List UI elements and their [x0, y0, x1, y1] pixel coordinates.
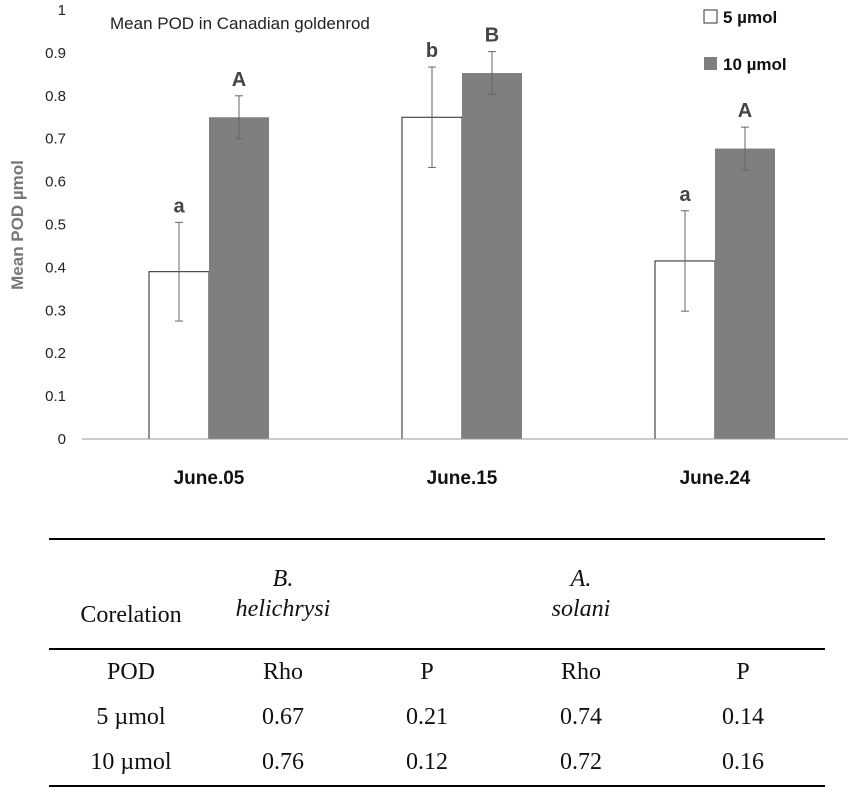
y-tick-label: 0.6 [45, 174, 66, 191]
table-cell: 0.14 [722, 704, 764, 730]
table-header-corelation: Corelation [80, 602, 182, 628]
species-name-helichrysi: helichrysi [235, 596, 331, 622]
table-cell: 0.21 [406, 704, 448, 730]
legend-swatch-5umol [703, 9, 718, 24]
table-subheader-row: POD Rho P Rho P [49, 649, 825, 695]
chart-title: Mean POD in Canadian goldenrod [110, 14, 370, 33]
bar-10umol-june05 [209, 117, 269, 439]
table-header-a-solani: A. solani [501, 539, 661, 649]
y-tick-label: 0.5 [45, 217, 66, 234]
table-cell: 0.16 [722, 749, 764, 775]
table-cell: 0.76 [262, 749, 304, 775]
legend-label-5umol: 5 µmol [723, 8, 777, 27]
table-row: 5 µmol 0.67 0.21 0.74 0.14 [49, 695, 825, 740]
y-tick-label: 0.7 [45, 131, 66, 148]
y-tick-label: 0.9 [45, 45, 66, 62]
y-tick-label: 0.8 [45, 88, 66, 105]
species-genus-b: B. [272, 566, 294, 592]
y-tick-label: 1 [58, 2, 66, 19]
table-cell: 10 µmol [90, 749, 172, 775]
legend-swatch-10umol [704, 57, 717, 70]
table-cell: P [420, 659, 434, 685]
table-row: 10 µmol 0.76 0.12 0.72 0.16 [49, 740, 825, 786]
y-tick-label: 0.1 [45, 388, 66, 405]
y-axis-label: Mean POD µmol [8, 160, 27, 290]
x-category-label: June.15 [427, 468, 498, 489]
table-cell: 0.67 [262, 704, 304, 730]
table-cell: 5 µmol [96, 704, 166, 730]
significance-letter: B [485, 25, 499, 47]
table-cell: 0.72 [560, 749, 602, 775]
significance-letter: b [426, 40, 438, 62]
x-category-label: June.24 [680, 468, 751, 489]
species-genus-a: A. [570, 566, 592, 592]
species-name-solani: solani [551, 596, 611, 622]
significance-letter: A [232, 69, 246, 91]
table-header-b-helichrysi: B. helichrysi [213, 539, 353, 649]
significance-letter: a [679, 184, 691, 206]
legend-label-10umol: 10 µmol [723, 55, 787, 74]
y-tick-label: 0.2 [45, 345, 66, 362]
table-cell: 0.74 [560, 704, 602, 730]
table-cell: Rho [262, 659, 303, 685]
table-cell: POD [106, 659, 155, 685]
table-header-row: Corelation B. helichrysi A. solani [49, 539, 825, 649]
legend: 5 µmol 10 µmol [703, 8, 787, 74]
table-cell: P [736, 659, 750, 685]
bar-10umol-june15 [462, 73, 522, 440]
table-cell: Rho [560, 659, 601, 685]
table-cell: 0.12 [406, 749, 448, 775]
y-tick-label: 0.4 [45, 259, 66, 276]
bar-10umol-june24 [715, 148, 775, 439]
correlation-table: Corelation B. helichrysi A. solani POD Rho… [49, 538, 825, 787]
significance-letter: A [738, 100, 752, 122]
significance-letter: a [173, 195, 185, 217]
bar-chart: Mean POD in Canadian goldenrod Mean POD … [8, 2, 848, 489]
x-category-label: June.05 [174, 468, 245, 489]
y-tick-label: 0.3 [45, 302, 66, 319]
y-tick-label: 0 [58, 431, 66, 448]
